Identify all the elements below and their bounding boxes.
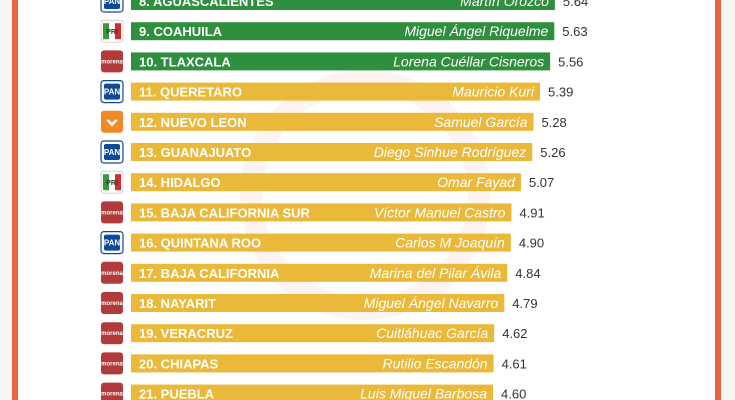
rank-state-label: 15. BAJA CALIFORNIA SUR xyxy=(139,205,311,220)
value-label: 5.64 xyxy=(563,0,588,9)
bar xyxy=(131,82,541,101)
pan-logo-inner xyxy=(104,234,120,251)
rank-state-label: 11. QUERETARO xyxy=(139,85,242,100)
governor-label: Carlos M Joaquín xyxy=(395,235,505,251)
outer-frame-right xyxy=(721,0,735,400)
pan-logo-inner xyxy=(104,144,120,160)
rank-state-label: 9. COAHUILA xyxy=(139,24,223,39)
morena-logo-text: morena xyxy=(101,210,123,216)
bar xyxy=(131,233,511,252)
value-label: 4.79 xyxy=(512,296,537,311)
value-label: 5.39 xyxy=(548,85,573,100)
governor-label: Miguel Ángel Navarro xyxy=(364,295,499,311)
governor-label: Martín Orozco xyxy=(460,0,549,9)
governor-label: Omar Fayad xyxy=(437,174,516,190)
bar xyxy=(131,143,533,161)
governor-label: Rutilio Escandón xyxy=(383,355,488,371)
rank-state-label: 21. PUEBLA xyxy=(139,387,215,400)
pri-logo-red xyxy=(115,174,121,191)
bar xyxy=(131,384,493,400)
rank-state-label: 17. BAJA CALIFORNIA xyxy=(139,266,280,281)
governor-label: Samuel García xyxy=(434,114,528,130)
bar xyxy=(131,112,534,131)
governor-label: Diego Sinhue Rodríguez xyxy=(374,144,527,160)
bar xyxy=(131,263,508,282)
mc-logo-mark xyxy=(106,119,118,127)
rank-state-label: 14. HIDALGO xyxy=(139,175,221,190)
value-label: 4.62 xyxy=(502,326,527,341)
value-label: 5.63 xyxy=(562,24,587,39)
pan-logo-inner xyxy=(104,83,120,100)
value-label: 4.61 xyxy=(502,356,527,371)
bar xyxy=(131,52,551,71)
rank-state-label: 12. NUEVO LEON xyxy=(139,115,247,130)
bar xyxy=(131,0,555,10)
governor-label: Lorena Cuéllar Cisneros xyxy=(393,53,544,69)
morena-logo-text: morena xyxy=(101,331,123,337)
morena-logo-icon xyxy=(101,50,123,73)
governor-label: Cuitláhuac García xyxy=(376,325,488,341)
pan-logo-text: PAN xyxy=(104,239,121,248)
value-label: 4.90 xyxy=(519,236,544,251)
pri-logo-red xyxy=(115,23,121,40)
value-label: 5.26 xyxy=(540,145,565,160)
pri-logo-green xyxy=(103,174,109,191)
morena-logo-icon xyxy=(101,382,123,400)
rank-state-label: 20. CHIAPAS xyxy=(139,356,219,371)
pri-logo-green xyxy=(103,23,109,40)
outer-frame-left xyxy=(0,0,12,400)
governor-label: Miguel Ángel Riquelme xyxy=(404,23,548,39)
orange-border-left xyxy=(12,0,18,400)
governor-label: Marina del Pilar Ávila xyxy=(370,265,502,281)
pan-logo-text: PAN xyxy=(104,0,121,6)
morena-logo-icon xyxy=(101,201,123,224)
morena-logo-icon xyxy=(101,352,123,375)
value-label: 4.91 xyxy=(519,205,544,220)
value-label: 4.84 xyxy=(515,266,540,281)
pan-logo-text: PAN xyxy=(104,148,121,157)
morena-logo-text: morena xyxy=(101,301,123,307)
pri-logo-text: PRI xyxy=(106,180,118,187)
morena-logo-icon xyxy=(101,292,123,314)
morena-logo-text: morena xyxy=(101,392,123,398)
governor-label: Víctor Manuel Castro xyxy=(374,204,506,220)
bar xyxy=(131,203,512,222)
rank-state-label: 10. TLAXCALA xyxy=(139,54,231,69)
orange-border-right xyxy=(715,0,721,400)
bar xyxy=(131,354,494,373)
rank-state-label: 18. NAYARIT xyxy=(139,296,216,311)
bar xyxy=(131,173,521,192)
governor-label: Mauricio Kuri xyxy=(452,84,535,100)
morena-logo-text: morena xyxy=(101,271,123,277)
rank-state-label: 13. GUANAJUATO xyxy=(139,145,251,160)
rank-state-label: 16. QUINTANA ROO xyxy=(139,236,261,251)
value-label: 4.60 xyxy=(501,387,526,400)
morena-logo-text: morena xyxy=(101,361,123,367)
rank-state-label: 19. VERACRUZ xyxy=(139,326,233,341)
rank-state-label: 8. AGUASCALIENTES xyxy=(139,0,274,9)
morena-logo-icon xyxy=(101,261,123,284)
morena-logo-text: morena xyxy=(101,59,123,65)
bar xyxy=(131,22,555,41)
bar xyxy=(131,324,495,343)
value-label: 5.07 xyxy=(529,175,554,190)
bar xyxy=(131,294,505,312)
pri-logo-text: PRI xyxy=(106,29,118,36)
governor-label: Luis Miguel Barbosa xyxy=(360,386,487,400)
value-label: 5.28 xyxy=(541,115,566,130)
pan-logo-text: PAN xyxy=(104,88,121,97)
pan-logo-inner xyxy=(104,0,120,9)
mc-logo-icon xyxy=(101,110,123,133)
morena-logo-icon xyxy=(101,322,123,345)
value-label: 5.56 xyxy=(558,54,583,69)
